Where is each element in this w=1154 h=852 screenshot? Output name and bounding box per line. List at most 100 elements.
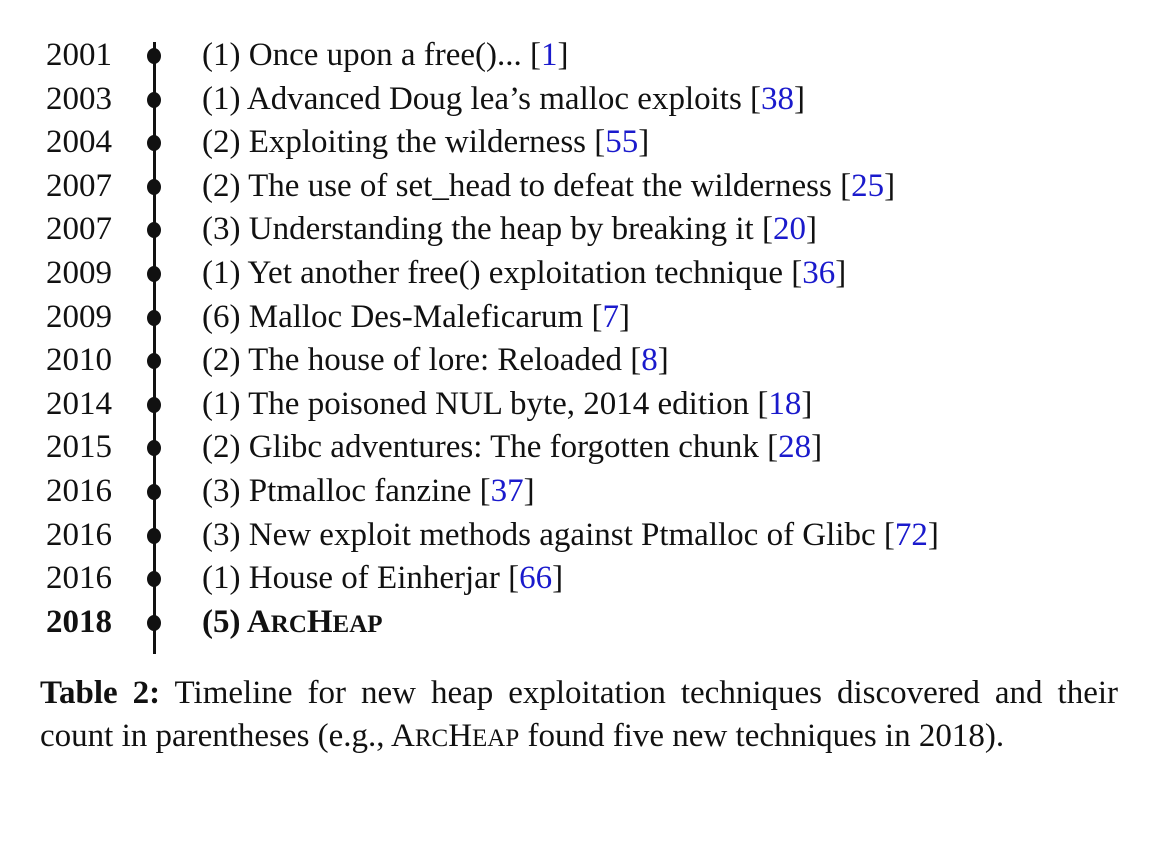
timeline-entry: (3) Ptmalloc fanzine [37] [202,472,535,509]
technique-title: Understanding the heap by breaking it [248,211,754,248]
archeap-sc-2: RC [270,610,307,638]
timeline-dot [147,483,161,500]
technique-title: House of Einherjar [248,560,500,597]
citation-link[interactable]: 18 [768,385,802,422]
timeline-year: 2016 [46,472,112,509]
timeline-dot [147,222,161,239]
timeline-row: 2010 (2) The house of lore: Reloaded [8] [40,339,1120,383]
timeline-entry: (2) Exploiting the wilderness [55] [202,124,650,161]
timeline-row: 2009 (6) Malloc Des-Maleficarum [7] [40,296,1120,340]
timeline-entry: (2) Glibc adventures: The forgotten chun… [202,429,823,466]
timeline-year: 2007 [46,167,112,204]
citation-link[interactable]: 55 [605,124,639,161]
technique-title: The use of set_head to defeat the wilder… [248,167,832,204]
timeline-entry: (1) Once upon a free()... [1] [202,37,569,73]
citation-link[interactable]: 7 [602,298,619,335]
technique-count: (5) [202,603,241,640]
caption-text-after: found five new techniques in 2018). [519,718,1005,754]
timeline-year: 2009 [46,298,112,335]
citation-link[interactable]: 38 [761,80,795,117]
timeline-row: 2009 (1) Yet another free() exploitation … [40,252,1120,296]
timeline-entry: (3) New exploit methods against Ptmalloc… [202,516,939,553]
timeline-year: 2016 [46,516,112,553]
technique-title: Ptmalloc fanzine [248,472,472,509]
citation-link[interactable]: 1 [541,37,558,73]
timeline-dot [147,265,161,282]
timeline-dot [147,571,161,588]
citation-link[interactable]: 36 [802,254,836,291]
timeline-row: 2007 (3) Understanding the heap by breaki… [40,208,1120,252]
timeline-entry: (5) ARCHEAP [202,601,383,647]
archeap-sc-3: H [306,603,333,640]
timeline-year: 2003 [46,80,112,117]
technique-title: New exploit methods against Ptmalloc of … [248,516,876,553]
technique-title: Exploiting the wilderness [248,124,587,161]
caption-text-before: Timeline for new heap exploitation techn… [40,675,1119,754]
timeline-year: 2010 [46,342,112,379]
technique-count: (1) [202,254,241,291]
citation-link[interactable]: 28 [778,429,812,466]
technique-count: (3) [202,516,241,553]
timeline-entry: (1) The poisoned NUL byte, 2014 edition … [202,385,813,422]
timeline-row-highlight: 2018 (5) ARCHEAP [40,601,1120,645]
timeline-dot [147,178,161,195]
technique-count: (1) [202,385,241,422]
technique-count: (1) [202,37,241,73]
timeline-rows: 2001 (1) Once upon a free()... [1] 2003 (1)… [40,34,1120,601]
technique-count: (2) [202,429,241,466]
timeline-dot [147,440,161,457]
caption-sc-4: EAP [472,725,520,752]
technique-count: (2) [202,342,241,379]
caption-sc-3: H [448,718,473,754]
timeline-entry: (2) The use of set_head to defeat the wi… [202,167,896,204]
technique-title: The house of lore: Reloaded [248,342,623,379]
technique-title: Malloc Des-Maleficarum [248,298,584,335]
timeline-dot [147,48,161,64]
timeline-row: 2014 (1) The poisoned NUL byte, 2014 edit… [40,383,1120,427]
timeline-year: 2004 [46,124,112,161]
technique-title: Once upon a free()... [248,37,522,73]
caption-sc-1: A [390,718,415,754]
archeap-sc-4: EAP [332,610,383,638]
citation-link[interactable]: 20 [772,211,806,248]
citation-link[interactable]: 25 [851,167,885,204]
technique-count: (2) [202,167,241,204]
timeline-year: 2015 [46,429,112,466]
citation-link[interactable]: 37 [490,472,524,509]
technique-count: (6) [202,298,241,335]
timeline-entry: (2) The house of lore: Reloaded [8] [202,342,669,379]
timeline-year: 2009 [46,254,112,291]
timeline-entry: (1) Yet another free() exploitation tech… [202,254,847,291]
timeline-row: 2016 (3) New exploit methods against Ptma… [40,514,1120,558]
timeline-axis [153,42,156,654]
timeline-dot [147,353,161,370]
timeline-row: 2016 (3) Ptmalloc fanzine [37] [40,470,1120,514]
timeline-row: 2016 (1) House of Einherjar [66] [40,557,1120,601]
technique-title: Advanced Doug lea’s malloc exploits [246,80,742,117]
citation-link[interactable]: 72 [894,516,928,553]
timeline-row: 2015 (2) Glibc adventures: The forgotten … [40,426,1120,470]
citation-link[interactable]: 8 [641,342,658,379]
timeline-entry: (1) Advanced Doug lea’s malloc exploits … [202,80,806,117]
timeline-year: 2016 [46,560,112,597]
citation-link[interactable]: 66 [519,560,553,597]
timeline-row: 2003 (1) Advanced Doug lea’s malloc explo… [40,78,1120,122]
timeline-entry: (1) House of Einherjar [66] [202,560,564,597]
timeline-entry: (6) Malloc Des-Maleficarum [7] [202,298,630,335]
timeline-dot [147,396,161,413]
timeline: 2001 (1) Once upon a free()... [1] 2003 (1)… [40,34,1120,654]
technique-count: (1) [202,80,241,117]
technique-count: (1) [202,560,241,597]
caption-label: Table 2: [40,675,161,711]
timeline-entry: (3) Understanding the heap by breaking i… [202,211,817,248]
technique-title: Yet another free() exploitation techniqu… [247,254,783,291]
timeline-dot [147,614,161,631]
timeline-dot [147,91,161,108]
timeline-year: 2001 [46,37,112,73]
table-caption: Table 2: Timeline for new heap exploitat… [40,672,1118,760]
technique-title: The poisoned NUL byte, 2014 edition [248,385,750,422]
timeline-row: 2007 (2) The use of set_head to defeat th… [40,165,1120,209]
timeline-year: 2018 [46,603,112,640]
timeline-dot [147,527,161,544]
timeline-row: 2001 (1) Once upon a free()... [1] [40,34,1120,78]
